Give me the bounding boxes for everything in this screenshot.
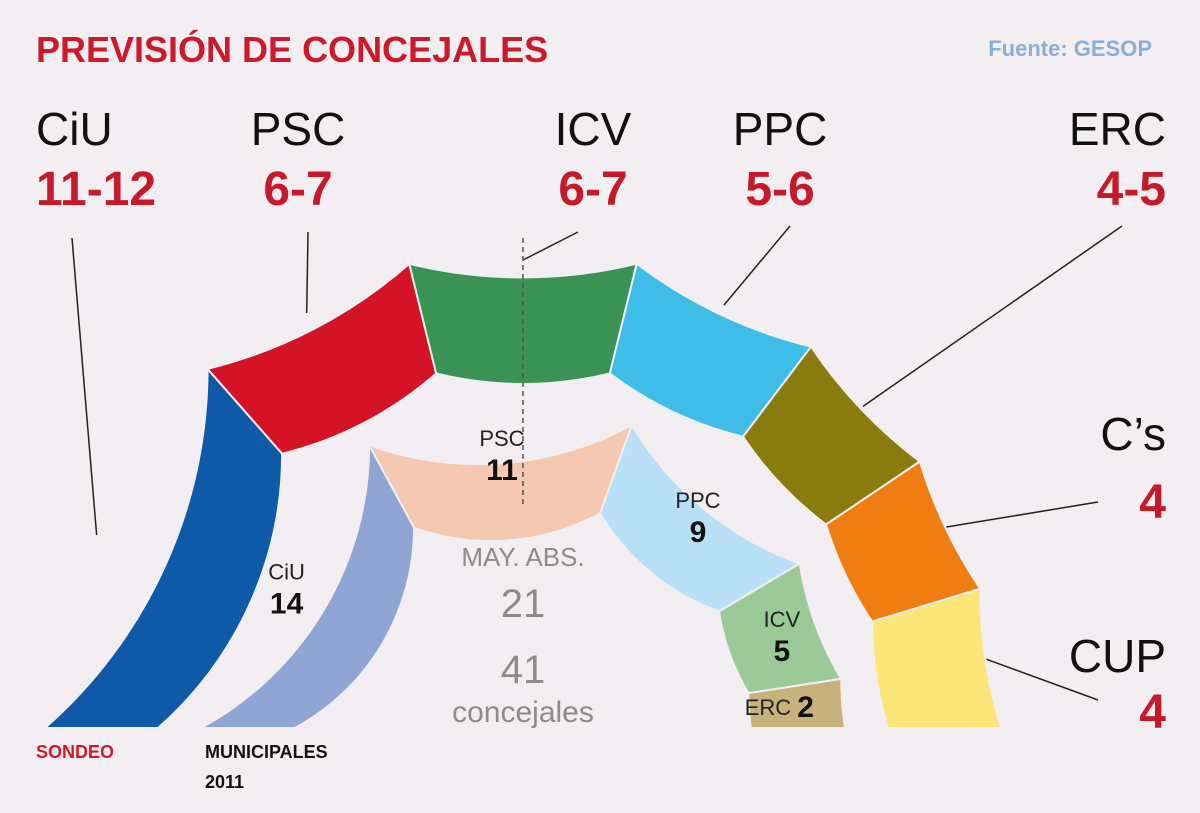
source-label: Fuente: GESOP	[988, 36, 1152, 61]
leader-line-ppc	[723, 225, 791, 306]
sondeo-segment-cup	[871, 587, 1003, 729]
leader-line-cup	[985, 658, 1099, 701]
sondeo-seats-ppc: 5-6	[745, 163, 814, 216]
total-label: concejales	[452, 696, 594, 729]
majority-value: 21	[501, 582, 546, 626]
municipales-party-icv: ICV	[763, 607, 800, 632]
leader-line-ciu	[71, 237, 98, 536]
sondeo-seats-cup: 4	[1139, 686, 1166, 739]
sondeo-segment-ciu	[42, 366, 284, 729]
municipales-label-line1: MUNICIPALES	[205, 742, 328, 762]
leader-lines	[71, 225, 1123, 701]
municipales-label-line2: 2011	[205, 772, 244, 792]
sondeo-seats-c-s: 4	[1139, 476, 1166, 529]
sondeo-party-psc: PSC	[251, 103, 346, 155]
sondeo-seats-icv: 6-7	[558, 163, 627, 216]
sondeo-party-cup: CUP	[1069, 630, 1166, 682]
sondeo-party-erc: ERC	[1069, 103, 1166, 155]
majority-label: MAY. ABS.	[461, 542, 584, 572]
municipales-labels: CiU 14 PSC 11 PPC 9 ICV 5 ERC 2	[268, 426, 814, 724]
sondeo-party-ciu: CiU	[36, 103, 113, 155]
sondeo-party-c-s: C’s	[1100, 408, 1166, 460]
municipales-party-ppc: PPC	[675, 488, 720, 513]
municipales-seats-ppc: 9	[690, 516, 707, 549]
leader-line-erc	[862, 225, 1123, 407]
sondeo-label: SONDEO	[36, 742, 114, 762]
leader-line-psc	[305, 231, 309, 314]
municipales-party-psc: PSC	[479, 426, 524, 451]
municipales-party-erc: ERC	[745, 695, 792, 720]
municipales-segment-erc	[747, 677, 847, 729]
sondeo-seats-ciu: 11-12	[36, 163, 156, 216]
chart-title: PREVISIÓN DE CONCEJALES	[36, 28, 548, 70]
sondeo-party-ppc: PPC	[733, 103, 828, 155]
sondeo-seats-psc: 6-7	[263, 163, 332, 216]
sondeo-party-icv: ICV	[555, 103, 632, 155]
leader-line-c-s	[945, 501, 1099, 528]
municipales-party-ciu: CiU	[268, 559, 305, 584]
sondeo-seats-erc: 4-5	[1097, 163, 1166, 216]
municipales-seats-erc: 2	[797, 691, 814, 724]
municipales-seats-icv: 5	[773, 635, 790, 668]
municipales-seats-psc: 11	[486, 454, 518, 487]
municipales-seats-ciu: 14	[270, 587, 304, 620]
municipales-2011-ring	[200, 422, 847, 729]
leader-line-icv	[522, 231, 579, 261]
total-value: 41	[501, 648, 546, 692]
